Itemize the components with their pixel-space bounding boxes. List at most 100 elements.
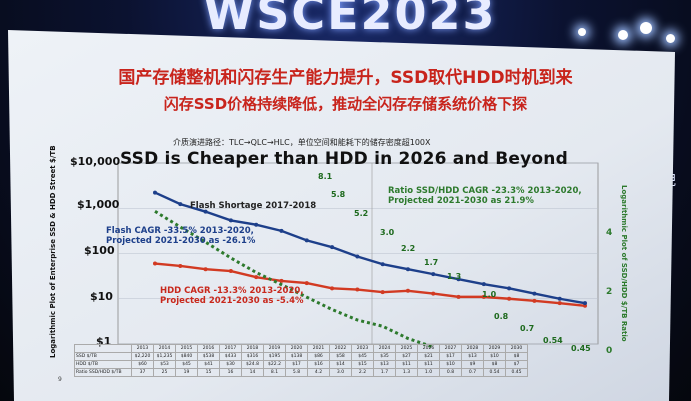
value-cell: $16 — [307, 360, 330, 369]
value-cell: $11 — [395, 360, 418, 369]
value-cell: $13 — [373, 360, 396, 369]
hdd-line-point — [304, 281, 309, 286]
value-cell: $9 — [461, 360, 484, 369]
value-cell: $45 — [351, 352, 374, 361]
year-cell: 2021 — [307, 344, 330, 353]
hdd-line-point — [507, 296, 512, 301]
value-cell: 5.8 — [285, 368, 308, 377]
ratio-label: 0.8 — [494, 312, 509, 321]
value-cell: 16 — [219, 368, 242, 377]
year-cell: 2016 — [197, 344, 220, 353]
value-cell: 25 — [153, 368, 176, 377]
ratio-label: 5.2 — [354, 209, 369, 218]
value-cell: 4.2 — [307, 368, 330, 377]
ratio-label: 1.3 — [447, 272, 462, 281]
hdd-line-point — [355, 287, 360, 292]
ratio-label: 1.7 — [424, 258, 439, 267]
y2-tick: 4 — [606, 228, 613, 238]
chart-title: SSD is Cheaper than HDD in 2026 and Beyo… — [120, 149, 568, 169]
year-cell: 2024 — [373, 344, 396, 353]
value-cell: $53 — [153, 360, 176, 369]
ratio-line — [154, 210, 434, 349]
ssd-line-point — [228, 218, 233, 223]
value-cell: 1.0 — [417, 368, 440, 377]
ssd-line-point — [405, 267, 410, 272]
hdd-line-point — [279, 278, 284, 283]
ssd-line-point — [431, 272, 436, 277]
hdd-cagr-line1: HDD CAGR -13.3% 2013-2020, — [160, 286, 304, 296]
year-cell: 2014 — [153, 344, 176, 353]
year-cell: 2023 — [351, 344, 374, 353]
year-cell: 2028 — [461, 344, 484, 353]
value-cell: 1.3 — [395, 368, 418, 377]
ssd-line-point — [203, 209, 208, 214]
ssd-line-point — [279, 228, 284, 233]
value-cell: $8 — [505, 352, 528, 361]
hdd-line-point — [153, 261, 157, 266]
value-cell: 0.8 — [439, 368, 462, 377]
value-cell: 19 — [175, 368, 198, 377]
hdd-line-point — [456, 294, 461, 299]
table-row: HDD $/TB $60 $53 $45 $41 $30 $24.8 $22.2 $17 $16 $… — [74, 360, 528, 369]
value-cell: $10 — [483, 352, 506, 361]
value-cell: $10 — [439, 360, 462, 369]
ssd-line-point — [507, 286, 512, 291]
value-cell: $17 — [285, 360, 308, 369]
hdd-line — [154, 262, 586, 307]
ssd-line-point — [153, 190, 157, 195]
value-cell: 0.7 — [461, 368, 484, 377]
stage-light — [618, 30, 628, 40]
media-evolution-note: 介质演进路径：TLC→QLC→HLC，单位空间和能耗下的储存密度超100X — [173, 138, 431, 147]
page-number: 9 — [58, 376, 62, 383]
value-cell: $60 — [131, 360, 154, 369]
data-table: 2013 2014 2015 2016 2017 2018 2019 2020 2021 2022… — [74, 344, 528, 377]
hdd-line-point — [380, 290, 385, 295]
year-cell: 2027 — [439, 344, 462, 353]
row-label: HDD $/TB — [74, 360, 132, 369]
value-cell: $2,220 — [131, 352, 154, 361]
ssd-line-point — [481, 282, 486, 287]
slide-subheadline: 闪存SSD价格持续降低，推动全闪存存储系统价格下探 — [163, 95, 528, 113]
value-cell: $27 — [395, 352, 418, 361]
value-cell: 8.1 — [263, 368, 286, 377]
value-cell: $433 — [219, 352, 242, 361]
value-cell: 2.2 — [351, 368, 374, 377]
value-cell: $41 — [197, 360, 220, 369]
hdd-line-point — [228, 269, 233, 274]
ssd-line — [154, 191, 586, 305]
ssd-line-point — [330, 245, 335, 250]
year-cell: 2022 — [329, 344, 352, 353]
ratio-label: 0.54 — [543, 336, 563, 345]
ratio-label: 5.8 — [331, 190, 346, 199]
ratio-label: 8.1 — [318, 172, 333, 181]
y-axis-label: Logarithmic Plot of Enterprise SSD & HDD… — [49, 145, 57, 358]
ssd-line-point — [380, 262, 385, 267]
slide-screen — [8, 30, 675, 401]
year-cell: 2029 — [483, 344, 506, 353]
value-cell: $21 — [417, 352, 440, 361]
ratio-label: 3.0 — [380, 228, 395, 237]
value-cell: $58 — [329, 352, 352, 361]
ssd-line-point — [456, 277, 461, 282]
ssd-line-point — [583, 301, 587, 306]
value-cell: $316 — [241, 352, 264, 361]
y-tick: $10 — [90, 290, 113, 303]
value-cell: 1.7 — [373, 368, 396, 377]
ratio-cagr-line2: Projected 2021-2030 as 21.9% — [388, 196, 534, 206]
hdd-line-point — [431, 291, 436, 296]
plot-lines — [153, 190, 587, 349]
value-cell: 3.0 — [329, 368, 352, 377]
ratio-label: 0.7 — [520, 324, 535, 333]
hdd-line-point — [557, 301, 562, 306]
year-cell: 2019 — [263, 344, 286, 353]
hdd-line-point — [254, 275, 259, 280]
value-cell: $195 — [263, 352, 286, 361]
year-cell: 2017 — [219, 344, 242, 353]
table-row: SSD $/TB $2,220 $1,235 $840 $538 $433 $316 $195… — [74, 352, 528, 361]
ssd-line-point — [557, 296, 562, 301]
row-label: Ratio SSD/HDD $/TB — [74, 368, 132, 377]
hdd-line-point — [203, 267, 208, 272]
value-cell: $538 — [197, 352, 220, 361]
value-cell: $24.8 — [241, 360, 264, 369]
